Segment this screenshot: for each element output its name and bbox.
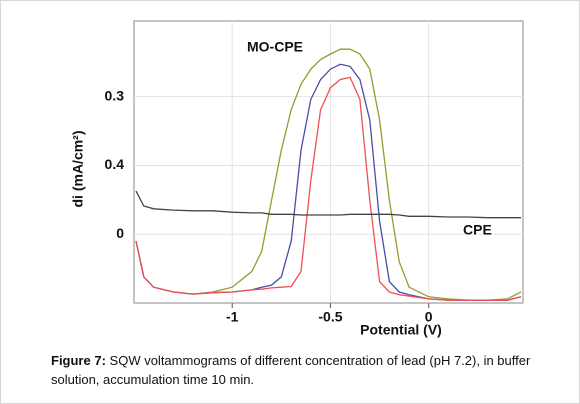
series-line [135,76,522,301]
series-line [135,190,521,219]
x-tick-label: -1 [226,309,239,325]
y-tick-label: 0 [116,225,124,241]
caption-text: SQW voltammograms of different concentra… [51,353,531,387]
y-tick-label: 0.4 [105,156,125,172]
plot-area [133,20,524,304]
x-tick-label: -0.5 [318,309,342,325]
y-axis-title: di (mA/cm²) [70,131,86,208]
caption: Figure 7: SQW voltammograms of different… [51,351,561,389]
x-axis-title: Potential (V) [360,322,442,338]
y-tick-label: 0.3 [105,87,125,103]
caption-label: Figure 7: [51,353,106,368]
series-label: MO-CPE [247,39,303,55]
chart: di (mA/cm²) Potential (V) 0 0.4 0.3 -1 -0.5 0… [70,20,524,338]
x-tick-label: 0 [425,309,433,325]
series-label: CPE [463,222,492,238]
